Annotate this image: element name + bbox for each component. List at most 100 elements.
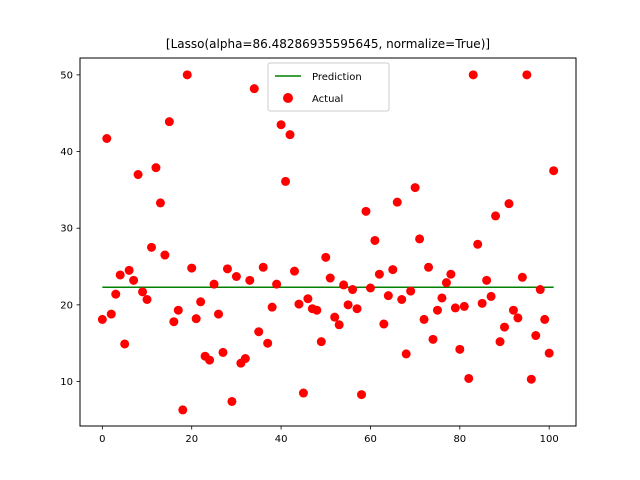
actual-point <box>97 314 107 324</box>
actual-point <box>535 285 545 295</box>
actual-point <box>500 322 510 332</box>
actual-point <box>178 405 188 415</box>
x-tick-label: 100 <box>540 434 559 445</box>
actual-point <box>446 269 456 279</box>
actual-point <box>459 301 469 311</box>
actual-point <box>155 198 165 208</box>
actual-point <box>482 275 492 285</box>
actual-point <box>388 265 398 275</box>
actual-point <box>410 183 420 193</box>
actual-point <box>517 272 527 282</box>
actual-point <box>330 312 340 322</box>
actual-point <box>392 197 402 207</box>
actual-point <box>111 289 121 299</box>
actual-point <box>486 291 496 301</box>
actual-point <box>415 234 425 244</box>
x-tick-label: 60 <box>364 434 377 445</box>
actual-point <box>544 348 554 358</box>
actual-point <box>120 339 130 349</box>
actual-point <box>209 279 219 289</box>
y-tick-label: 10 <box>60 377 73 388</box>
actual-point <box>468 70 478 80</box>
actual-point <box>272 279 282 289</box>
actual-point <box>129 275 139 285</box>
actual-point <box>522 70 532 80</box>
actual-point <box>401 349 411 359</box>
actual-point <box>115 270 125 280</box>
actual-point <box>432 305 442 315</box>
actual-point <box>294 299 304 309</box>
legend-actual-swatch <box>283 93 293 103</box>
actual-point <box>138 287 148 297</box>
actual-point <box>379 319 389 329</box>
actual-point <box>151 163 161 173</box>
actual-point <box>450 303 460 313</box>
actual-point <box>495 337 505 347</box>
x-tick-label: 0 <box>99 434 105 445</box>
actual-point <box>348 285 358 295</box>
actual-point <box>263 338 273 348</box>
x-tick-label: 20 <box>185 434 198 445</box>
actual-point <box>133 170 143 180</box>
actual-point <box>173 305 183 315</box>
actual-point <box>477 298 487 308</box>
chart-title: [Lasso(alpha=86.48286935595645, normaliz… <box>166 37 490 51</box>
actual-point <box>249 84 259 94</box>
actual-point <box>357 390 367 400</box>
actual-point <box>508 305 518 315</box>
actual-point <box>289 266 299 276</box>
actual-point <box>397 295 407 304</box>
actual-point <box>187 263 197 273</box>
y-tick-label: 20 <box>60 300 73 311</box>
actual-point <box>321 252 331 262</box>
actual-point <box>205 355 215 365</box>
actual-point <box>455 344 465 354</box>
actual-point <box>276 120 286 130</box>
actual-point <box>513 313 523 323</box>
axes-frame <box>79 57 577 427</box>
actual-point <box>160 250 170 260</box>
actual-point <box>370 235 380 245</box>
actual-point <box>298 388 308 398</box>
actual-point <box>365 283 375 293</box>
legend: Prediction Actual <box>267 62 390 112</box>
actual-point <box>491 211 501 221</box>
actual-point <box>303 294 313 304</box>
actual-point <box>285 130 295 140</box>
actual-point <box>334 320 344 330</box>
actual-point <box>164 117 174 127</box>
actual-point <box>428 334 438 344</box>
x-tick-label: 80 <box>453 434 466 445</box>
actual-point <box>383 291 393 301</box>
actual-point <box>352 304 362 314</box>
actual-point <box>227 396 237 406</box>
actual-point <box>526 374 536 384</box>
actual-point <box>196 297 206 307</box>
y-tick-label: 50 <box>60 70 73 81</box>
actual-point <box>267 302 277 312</box>
actual-point <box>473 239 483 249</box>
actual-point <box>531 331 541 341</box>
actual-point <box>374 269 384 279</box>
actual-point <box>325 273 335 283</box>
actual-point <box>169 317 179 327</box>
actual-point <box>218 347 228 357</box>
actual-point <box>231 272 241 281</box>
axis-ticks: 0 20 40 60 80 100 10 20 30 40 50 <box>60 70 558 445</box>
y-tick-label: 30 <box>60 224 73 235</box>
actual-point <box>214 309 224 319</box>
actual-point <box>464 373 474 383</box>
actual-point <box>419 314 429 324</box>
actual-point <box>102 134 112 143</box>
actual-point <box>343 300 353 310</box>
actual-point <box>124 265 134 275</box>
actual-point <box>240 354 250 364</box>
actual-point <box>437 293 447 303</box>
actual-point <box>406 286 416 296</box>
x-tick-label: 40 <box>275 434 288 445</box>
actual-point <box>312 305 322 315</box>
plot-area <box>97 70 559 415</box>
actual-point <box>191 314 201 324</box>
actual-point <box>281 176 291 186</box>
